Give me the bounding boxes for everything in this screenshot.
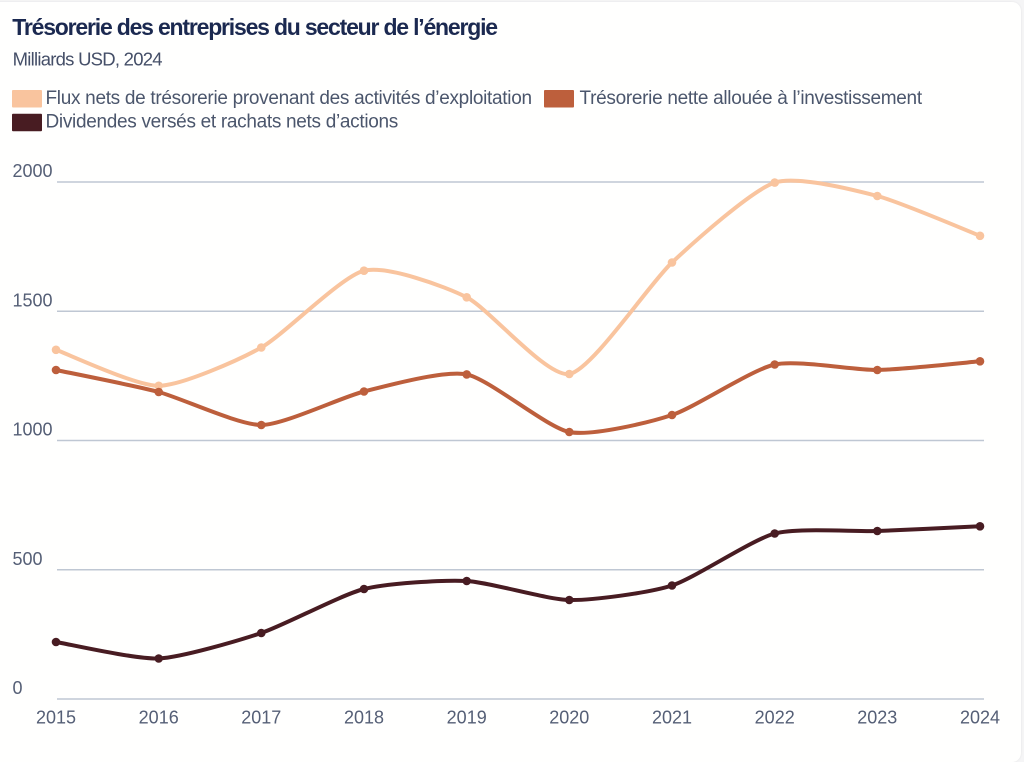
svg-text:2015: 2015 <box>36 708 76 728</box>
svg-text:2020: 2020 <box>549 708 589 728</box>
svg-text:1500: 1500 <box>13 290 53 310</box>
svg-text:2018: 2018 <box>344 708 384 728</box>
svg-text:2000: 2000 <box>13 161 53 181</box>
svg-text:1000: 1000 <box>13 420 53 440</box>
svg-text:Dividendes versés et rachats n: Dividendes versés et rachats nets d’acti… <box>46 112 399 133</box>
svg-text:2023: 2023 <box>857 708 897 728</box>
svg-text:Trésorerie des entreprises du: Trésorerie des entreprises du secteur de… <box>12 14 497 40</box>
svg-text:2022: 2022 <box>755 708 795 728</box>
svg-text:500: 500 <box>13 549 43 569</box>
svg-text:2021: 2021 <box>652 708 692 728</box>
svg-text:2024: 2024 <box>960 708 1000 728</box>
svg-text:2016: 2016 <box>139 708 179 728</box>
svg-text:Trésorerie nette allouée à l’i: Trésorerie nette allouée à l’investissem… <box>580 88 923 109</box>
svg-text:0: 0 <box>13 678 23 698</box>
svg-text:Milliards USD, 2024: Milliards USD, 2024 <box>13 49 163 70</box>
svg-text:2019: 2019 <box>447 708 487 728</box>
svg-text:Flux nets de trésorerie proven: Flux nets de trésorerie provenant des ac… <box>46 88 532 109</box>
svg-text:2017: 2017 <box>241 708 281 728</box>
